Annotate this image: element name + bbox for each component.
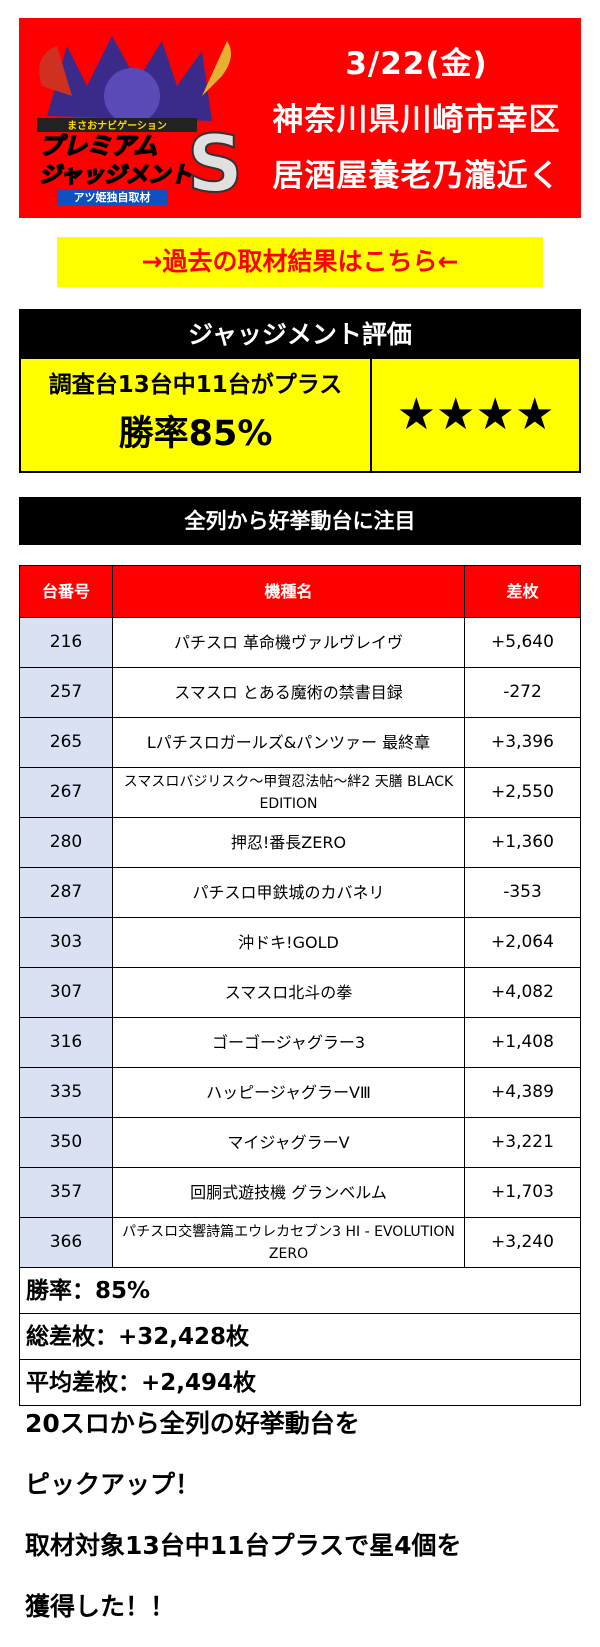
coin-diff: +2,064 [491, 932, 554, 952]
machine-number: 350 [20, 1118, 113, 1167]
machine-name: 押忍!番長ZERO [113, 818, 465, 867]
footer-line: 獲得した！！ [25, 1592, 176, 1621]
coin-diff: +1,703 [491, 1182, 554, 1202]
table-row: 303 沖ドキ!GOLD +2,064 [20, 917, 580, 967]
machine-name: パチスロ甲鉄城のカバネリ [113, 868, 465, 917]
coin-diff: +2,550 [491, 782, 554, 802]
table-row: 307 スマスロ北斗の拳 +4,082 [20, 967, 580, 1017]
coin-diff: -272 [503, 682, 542, 702]
judgement-summary-cell: 調査台13台中11台がプラス 勝率85% [21, 359, 372, 471]
total-diff-row: 総差枚：+32,428枚 [20, 1313, 580, 1359]
premium-judgement-logo: まさおナビゲーション プレミアム ジャッジメント S アツ姫独自取材 [27, 26, 239, 212]
machine-name: 回胴式遊技機 グランベルム [113, 1168, 465, 1217]
machine-name: スマスロ北斗の拳 [113, 968, 465, 1017]
machine-name: マイジャグラーV [113, 1118, 465, 1167]
machine-number: 366 [20, 1218, 113, 1267]
judgement-summary: 調査台13台中11台がプラス [48, 372, 343, 398]
machine-name: パチスロ 革命機ヴァルヴレイヴ [113, 618, 465, 667]
results-table: 台番号 機種名 差枚 216 パチスロ 革命機ヴァルヴレイヴ +5,640 257 スマ… [19, 565, 581, 1406]
coin-diff: +1,408 [491, 1032, 554, 1052]
judgement-box: ジャッジメント評価 調査台13台中11台がプラス 勝率85% ★★★★ [19, 309, 581, 473]
table-row: 287 パチスロ甲鉄城のカバネリ -353 [20, 867, 580, 917]
machine-number: 357 [20, 1168, 113, 1217]
machine-number: 216 [20, 618, 113, 667]
table-row: 357 回胴式遊技機 グランベルム +1,703 [20, 1167, 580, 1217]
machine-name: スマスロ とある魔術の禁書目録 [113, 668, 465, 717]
header-banner: まさおナビゲーション プレミアム ジャッジメント S アツ姫独自取材 3/22(… [19, 18, 581, 218]
machine-number: 267 [20, 768, 113, 817]
footer-line: 取材対象13台中11台プラスで星4個を [25, 1531, 462, 1560]
footer-line: ピックアップ！ [25, 1470, 201, 1499]
table-row: 267 スマスロバジリスク～甲賀忍法帖～絆2 天膳 BLACK EDITION +2… [20, 767, 580, 817]
logo-subtitle: まさおナビゲーション [67, 119, 167, 132]
table-header: 台番号 機種名 差枚 [20, 566, 580, 617]
col-header-diff: 差枚 [506, 582, 539, 601]
machine-name: スマスロバジリスク～甲賀忍法帖～絆2 天膳 BLACK EDITION [113, 768, 465, 817]
table-row: 335 ハッピージャグラーVⅢ +4,389 [20, 1067, 580, 1117]
machine-number: 257 [20, 668, 113, 717]
coin-diff: +4,082 [491, 982, 554, 1002]
event-store: 居酒屋養老乃瀧近く [272, 158, 561, 194]
coin-diff: +3,240 [491, 1232, 554, 1252]
coin-diff: -353 [503, 882, 542, 902]
machine-number: 316 [20, 1018, 113, 1067]
machine-number: 280 [20, 818, 113, 867]
coin-diff: +3,221 [491, 1132, 554, 1152]
machine-name: パチスロ交響詩篇エウレカセブン3 HI - EVOLUTION ZERO [113, 1218, 465, 1267]
table-row: 350 マイジャグラーV +3,221 [20, 1117, 580, 1167]
coin-diff: +4,389 [491, 1082, 554, 1102]
coin-diff: +5,640 [491, 632, 554, 652]
judgement-win-rate: 勝率85% [118, 414, 273, 454]
header-info: 3/22(金) 神奈川県川崎市幸区 居酒屋養老乃瀧近く [259, 36, 574, 204]
logo-tagline: アツ姫独自取材 [74, 190, 151, 204]
machine-number: 265 [20, 718, 113, 767]
table-row: 366 パチスロ交響詩篇エウレカセブン3 HI - EVOLUTION ZERO +… [20, 1217, 580, 1267]
table-row: 265 Lパチスロガールズ&パンツァー 最終章 +3,396 [20, 717, 580, 767]
past-results-link[interactable]: →過去の取材結果はこちら← [57, 237, 543, 287]
machine-number: 303 [20, 918, 113, 967]
machine-number: 335 [20, 1068, 113, 1117]
logo-s: S [187, 120, 239, 210]
logo-word-judgement: ジャッジメント [39, 163, 192, 188]
col-header-machine: 機種名 [113, 566, 465, 617]
coin-diff: +1,360 [491, 832, 554, 852]
average-diff-row: 平均差枚：+2,494枚 [20, 1359, 580, 1405]
machine-number: 307 [20, 968, 113, 1017]
coin-diff: +3,396 [491, 732, 554, 752]
table-row: 316 ゴーゴージャグラー3 +1,408 [20, 1017, 580, 1067]
machine-name: 沖ドキ!GOLD [113, 918, 465, 967]
machine-number: 287 [20, 868, 113, 917]
judgement-title: ジャッジメント評価 [21, 311, 579, 359]
win-rate-row: 勝率：85% [20, 1267, 580, 1313]
footer-comment: 20スロから全列の好挙動台を ピックアップ！ 取材対象13台中11台プラスで星4… [25, 1393, 585, 1637]
logo-word-premium: プレミアム [39, 132, 157, 160]
section-title: 全列から好挙動台に注目 [19, 497, 581, 545]
event-date: 3/22(金) [345, 46, 488, 82]
table-row: 257 スマスロ とある魔術の禁書目録 -272 [20, 667, 580, 717]
table-row: 280 押忍!番長ZERO +1,360 [20, 817, 580, 867]
machine-name: ゴーゴージャグラー3 [113, 1018, 465, 1067]
footer-line: 20スロから全列の好挙動台を [25, 1409, 360, 1438]
table-row: 216 パチスロ 革命機ヴァルヴレイヴ +5,640 [20, 617, 580, 667]
machine-name: ハッピージャグラーVⅢ [113, 1068, 465, 1117]
col-header-number: 台番号 [20, 566, 113, 617]
machine-name: Lパチスロガールズ&パンツァー 最終章 [113, 718, 465, 767]
star-rating: ★★★★ [372, 359, 579, 471]
event-location: 神奈川県川崎市幸区 [272, 102, 561, 138]
